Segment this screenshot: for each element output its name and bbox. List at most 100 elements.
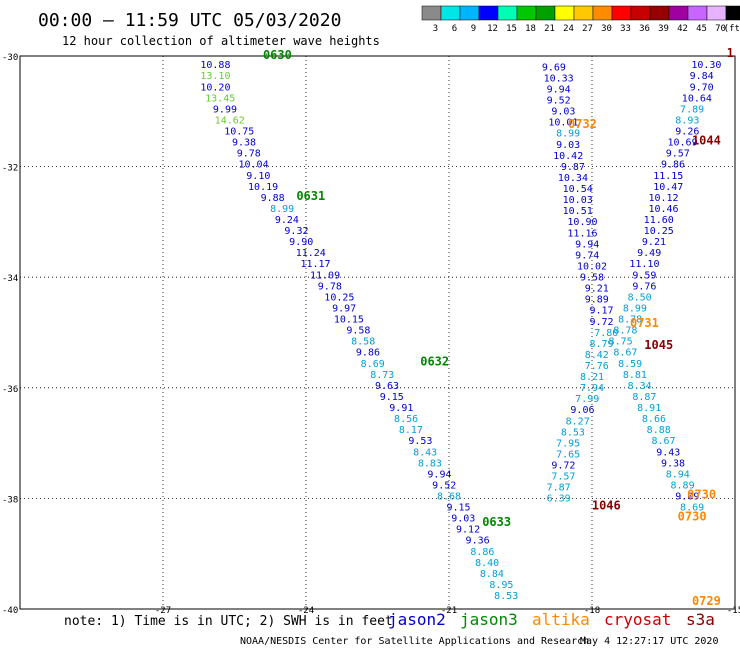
wave-height-label: 8.59 (618, 359, 642, 370)
wave-height-label: 8.75 (609, 337, 633, 348)
wave-height-label: 7.94 (580, 383, 604, 394)
wave-height-label: 8.27 (566, 416, 590, 427)
wave-height-label: 10.33 (544, 73, 574, 84)
wave-height-label: 7.76 (585, 361, 609, 372)
wave-height-label: 10.15 (334, 315, 364, 326)
wave-height-label: 8.78 (618, 315, 642, 326)
wave-height-label: 8.40 (475, 558, 499, 569)
wave-height-label: 9.24 (275, 215, 299, 226)
y-tick-label: -34 (2, 274, 18, 284)
pass-number-label: 0630 (263, 48, 292, 62)
wave-height-label: 8.50 (628, 292, 652, 303)
wave-height-label: 8.95 (489, 580, 513, 591)
y-tick-label: -32 (2, 164, 18, 174)
colorbar-swatch (421, 5, 442, 21)
wave-height-label: 9.49 (637, 248, 661, 259)
colorbar-swatch (630, 5, 651, 21)
wave-height-label: 10.03 (563, 195, 593, 206)
colorbar-swatch (554, 5, 575, 21)
wave-height-label: 10.69 (668, 138, 698, 149)
pass-number-label: 0730 (687, 487, 716, 501)
wave-height-label: 10.04 (239, 160, 269, 171)
wave-height-label: 8.86 (470, 547, 494, 558)
wave-height-label: 8.99 (556, 129, 580, 140)
colorbar-tick-label: 70 (715, 24, 726, 34)
wave-height-label: 7.99 (575, 394, 599, 405)
wave-height-label: 9.26 (675, 127, 699, 138)
wave-height-label: 9.99 (213, 104, 237, 115)
wave-height-label: 9.53 (408, 436, 432, 447)
legend-item-s3a: s3a (686, 610, 715, 629)
wave-height-label: 10.19 (248, 182, 278, 193)
wave-height-label: 9.43 (656, 447, 680, 458)
wave-height-label: 9.70 (690, 82, 714, 93)
grid (20, 56, 735, 609)
pass-number-label: 0631 (296, 189, 325, 203)
colorbar-swatch (440, 5, 461, 21)
colorbar-tick-label: 12 (487, 24, 498, 34)
timestamp-text: May 4 12:27:17 UTC 2020 (580, 636, 718, 647)
wave-height-label: 9.97 (332, 303, 356, 314)
wave-height-label: 10.88 (200, 60, 230, 71)
wave-height-label: 8.73 (370, 370, 394, 381)
pass-labels: 0630 0631 0632 0633 0732 0731 0730 0730 0729 1044… (263, 46, 734, 608)
wave-height-label: 8.87 (632, 392, 656, 403)
colorbar-swatch (668, 5, 689, 21)
colorbar-swatch (535, 5, 556, 21)
axis-labels: -30 -32 -34 -36 -38 -40 -27 -24 -21 -18 -15 (2, 53, 740, 616)
wave-height-label: 9.12 (456, 525, 480, 536)
wave-height-label: 11.24 (296, 248, 326, 259)
wave-height-label: 8.53 (561, 427, 585, 438)
wave-height-label: 10.02 (577, 261, 607, 272)
data-marks: 10.8813.1010.2013.459.9914.6210.759.389.… (200, 60, 721, 602)
wave-height-label: 9.87 (561, 162, 585, 173)
wave-height-label: 9.52 (547, 96, 571, 107)
x-tick-label: -21 (441, 606, 457, 616)
colorbar-tick-label: 42 (677, 24, 688, 34)
wave-height-label: 9.03 (451, 514, 475, 525)
x-tick-label: -24 (298, 606, 314, 616)
colorbar-swatch (649, 5, 670, 21)
legend: jason2 jason3 altika cryosat s3a (388, 610, 715, 629)
wave-height-label: 11.10 (629, 259, 659, 270)
colorbar-swatch (611, 5, 632, 21)
wave-height-label: 8.94 (666, 469, 690, 480)
pass-number-label: 0732 (568, 117, 597, 131)
wave-height-label: 9.74 (575, 250, 599, 261)
wave-height-label: 8.88 (647, 425, 671, 436)
pass-number-label: 0633 (482, 515, 511, 529)
legend-item-altika: altika (532, 610, 590, 629)
wave-height-label: 9.03 (556, 140, 580, 151)
wave-height-label: 8.78 (613, 326, 637, 337)
y-tick-label: -38 (2, 495, 18, 505)
pass-number-label: 0731 (630, 316, 659, 330)
wave-height-label: 9.52 (432, 480, 456, 491)
wave-height-label: 8.68 (437, 492, 461, 503)
wave-height-label: 9.88 (261, 193, 285, 204)
pass-number-label: 1044 (692, 133, 721, 147)
wave-height-label: 11.15 (653, 171, 683, 182)
y-tick-label: -30 (2, 53, 18, 63)
wave-height-label: 10.25 (324, 292, 354, 303)
wave-height-label: 9.90 (289, 237, 313, 248)
colorbar-swatch (706, 5, 727, 21)
wave-height-label: 10.51 (563, 206, 593, 217)
colorbar-swatch (497, 5, 518, 21)
legend-item-jason3: jason3 (460, 610, 518, 629)
x-tick-label: -18 (584, 606, 600, 616)
wave-height-label: 9.76 (632, 281, 656, 292)
wave-height-label: 7.95 (556, 438, 580, 449)
wave-height-label: 9.78 (237, 149, 261, 160)
pass-number-label: 1045 (644, 338, 673, 352)
wave-height-label: 8.34 (628, 381, 652, 392)
wave-height-label: 11.16 (567, 228, 597, 239)
wave-height-label: 9.03 (551, 107, 575, 118)
wave-height-label: 9.32 (284, 226, 308, 237)
wave-height-label: 9.21 (585, 284, 609, 295)
legend-item-cryosat: cryosat (604, 610, 671, 629)
colorbar-tick-label: 18 (525, 24, 536, 34)
wave-height-label: 9.84 (690, 71, 714, 82)
